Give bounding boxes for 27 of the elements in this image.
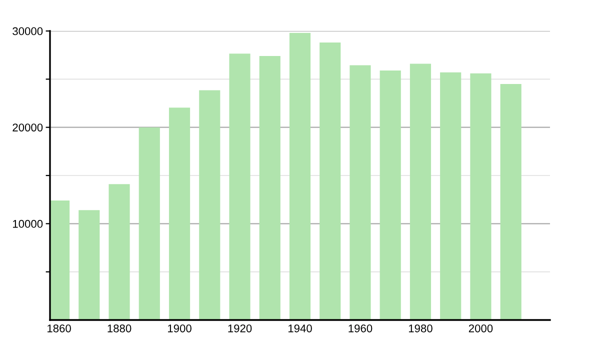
x-tick-label: 1880 bbox=[108, 324, 132, 332]
bar bbox=[259, 56, 280, 320]
bar bbox=[320, 42, 341, 320]
y-tick-label: 20000 bbox=[12, 124, 43, 132]
bar bbox=[470, 73, 492, 320]
y-tick-label: 10000 bbox=[13, 220, 43, 228]
bar bbox=[289, 32, 311, 320]
bar bbox=[138, 127, 160, 320]
x-tick-label: 2000 bbox=[468, 324, 493, 332]
bar bbox=[440, 72, 462, 320]
bar bbox=[168, 108, 190, 320]
x-tick-label: 1960 bbox=[348, 324, 372, 332]
x-tick-label: 1980 bbox=[408, 324, 432, 332]
bar bbox=[108, 184, 130, 320]
bar bbox=[380, 70, 401, 320]
x-tick-label: 1920 bbox=[228, 324, 252, 332]
y-tick-label: 30000 bbox=[12, 27, 43, 36]
bar bbox=[50, 200, 70, 320]
bar bbox=[229, 54, 250, 320]
x-tick-label: 1860 bbox=[48, 324, 71, 332]
bar bbox=[410, 64, 432, 320]
x-tick-label: 1940 bbox=[288, 324, 312, 332]
bar bbox=[199, 90, 220, 320]
bar bbox=[500, 84, 522, 320]
bar bbox=[350, 65, 371, 320]
bar bbox=[78, 210, 100, 320]
x-tick-label: 1900 bbox=[168, 324, 192, 332]
